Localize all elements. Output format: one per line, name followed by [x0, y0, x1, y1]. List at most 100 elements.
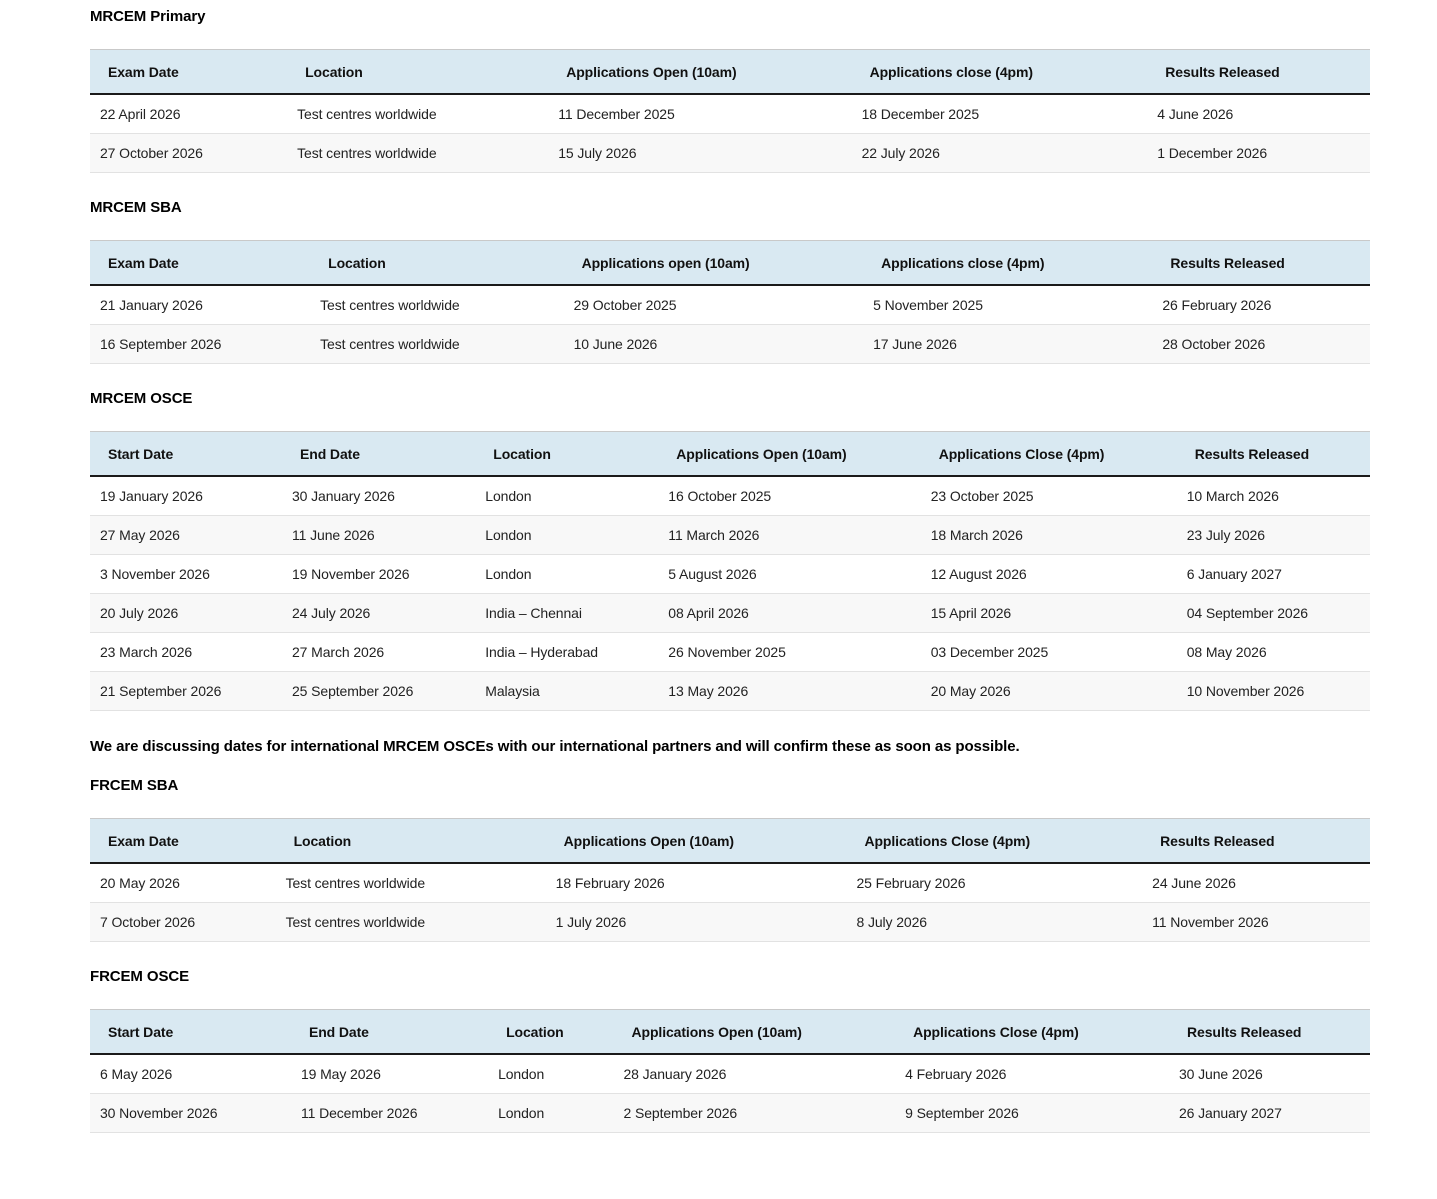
- table-cell: London: [488, 1093, 614, 1133]
- table-row: 27 October 2026 Test centres worldwide 15 …: [90, 133, 1370, 173]
- section-mrcem-sba: MRCEM SBA Exam Date Location Applications …: [90, 199, 1370, 364]
- table-row: 23 March 2026 27 March 2026 India – Hydera…: [90, 632, 1370, 672]
- column-header: Location: [275, 818, 546, 864]
- table-cell: 03 December 2025: [920, 632, 1177, 672]
- table-cell: 4 February 2026: [895, 1054, 1169, 1094]
- table-cell: Test centres worldwide: [275, 902, 546, 942]
- table-cell: 8 July 2026: [846, 902, 1143, 942]
- table-cell: 6 May 2026: [90, 1054, 291, 1094]
- table-row: 21 September 2026 25 September 2026 Malays…: [90, 671, 1370, 711]
- section-title-mrcem-osce: MRCEM OSCE: [90, 390, 193, 407]
- section-mrcem-primary: MRCEM Primary Exam Date Location Applicati…: [90, 8, 1370, 173]
- table-cell: 27 October 2026: [90, 133, 288, 173]
- table-row: 3 November 2026 19 November 2026 London 5 A…: [90, 554, 1370, 594]
- column-header: Applications Open (10am): [613, 1009, 896, 1055]
- column-header: Applications Open (10am): [658, 431, 921, 477]
- table-cell: 28 January 2026: [613, 1054, 896, 1094]
- header-row: Exam Date Location Applications open (10am…: [90, 240, 1370, 286]
- table-cell: 15 April 2026: [920, 593, 1177, 633]
- column-header: End Date: [290, 1009, 489, 1055]
- table-cell: 12 August 2026: [920, 554, 1177, 594]
- table-cell: 25 February 2026: [846, 863, 1143, 903]
- table-cell: London: [475, 554, 659, 594]
- table-cell: 16 September 2026: [90, 324, 311, 364]
- table-cell: Malaysia: [475, 671, 659, 711]
- table-cell: 11 December 2025: [548, 94, 852, 134]
- table-cell: 23 March 2026: [90, 632, 282, 672]
- table-cell: London: [475, 515, 659, 555]
- international-osce-note: We are discussing dates for internationa…: [90, 738, 1020, 755]
- table-cell: 6 January 2027: [1176, 554, 1370, 594]
- table-cell: 17 June 2026: [863, 324, 1153, 364]
- table-cell: 30 January 2026: [282, 476, 476, 516]
- table-cell: 19 May 2026: [290, 1054, 489, 1094]
- table-cell: 29 October 2025: [563, 285, 864, 325]
- table-cell: Test centres worldwide: [287, 94, 549, 134]
- table-cell: 19 January 2026: [90, 476, 282, 516]
- table-cell: 18 March 2026: [920, 515, 1177, 555]
- mrcem-primary-table: Exam Date Location Applications Open (10am…: [90, 49, 1370, 173]
- column-header: Applications Close (4pm): [895, 1009, 1169, 1055]
- table-cell: 27 March 2026: [282, 632, 476, 672]
- column-header: Results Released: [1147, 49, 1370, 95]
- table-cell: 11 March 2026: [658, 515, 921, 555]
- table-cell: London: [475, 476, 659, 516]
- table-row: 20 July 2026 24 July 2026 India – Chennai 0…: [90, 593, 1370, 633]
- table-cell: 10 June 2026: [563, 324, 864, 364]
- table-cell: 22 July 2026: [851, 133, 1148, 173]
- header-row: Exam Date Location Applications Open (10am…: [90, 818, 1370, 864]
- table-row: 27 May 2026 11 June 2026 London 11 March 20…: [90, 515, 1370, 555]
- table-cell: 19 November 2026: [282, 554, 476, 594]
- table-cell: 04 September 2026: [1176, 593, 1370, 633]
- table-cell: 30 November 2026: [90, 1093, 291, 1133]
- table-cell: 7 October 2026: [90, 902, 276, 942]
- table-cell: 25 September 2026: [282, 671, 476, 711]
- table-cell: 11 December 2026: [290, 1093, 489, 1133]
- column-header: Applications close (4pm): [851, 49, 1148, 95]
- table-cell: 26 February 2026: [1152, 285, 1370, 325]
- column-header: Start Date: [90, 431, 282, 477]
- table-cell: 5 August 2026: [658, 554, 921, 594]
- column-header: Exam Date: [90, 49, 288, 95]
- table-cell: 1 July 2026: [545, 902, 847, 942]
- table-cell: 28 October 2026: [1152, 324, 1370, 364]
- table-cell: 11 June 2026: [282, 515, 476, 555]
- table-cell: 4 June 2026: [1147, 94, 1370, 134]
- table-cell: 16 October 2025: [658, 476, 921, 516]
- table-cell: 23 October 2025: [920, 476, 1177, 516]
- column-header: Location: [475, 431, 659, 477]
- table-cell: 11 November 2026: [1142, 902, 1370, 942]
- table-row: 22 April 2026 Test centres worldwide 11 De…: [90, 94, 1370, 134]
- column-header: Results Released: [1142, 818, 1370, 864]
- column-header: Applications close (4pm): [863, 240, 1153, 286]
- table-cell: 20 May 2026: [90, 863, 276, 903]
- table-cell: India – Hyderabad: [475, 632, 659, 672]
- section-title-mrcem-sba: MRCEM SBA: [90, 199, 182, 216]
- table-cell: 18 February 2026: [545, 863, 847, 903]
- column-header: Applications Open (10am): [545, 818, 847, 864]
- table-cell: 15 July 2026: [548, 133, 852, 173]
- frcem-sba-table: Exam Date Location Applications Open (10am…: [90, 818, 1370, 942]
- column-header: Applications Close (4pm): [846, 818, 1143, 864]
- table-cell: 21 September 2026: [90, 671, 282, 711]
- table-row: 7 October 2026 Test centres worldwide 1 Ju…: [90, 902, 1370, 942]
- header-row: Start Date End Date Location Applications O…: [90, 431, 1370, 477]
- table-cell: 9 September 2026: [895, 1093, 1169, 1133]
- table-cell: 30 June 2026: [1169, 1054, 1370, 1094]
- section-title-frcem-sba: FRCEM SBA: [90, 777, 179, 794]
- table-row: 16 September 2026 Test centres worldwide 1…: [90, 324, 1370, 364]
- table-cell: 08 April 2026: [658, 593, 921, 633]
- table-cell: 18 December 2025: [851, 94, 1148, 134]
- section-title-frcem-osce: FRCEM OSCE: [90, 968, 190, 985]
- table-cell: 22 April 2026: [90, 94, 288, 134]
- section-title-mrcem-primary: MRCEM Primary: [90, 8, 206, 25]
- frcem-osce-table: Start Date End Date Location Applications O…: [90, 1009, 1370, 1133]
- column-header: Location: [310, 240, 564, 286]
- table-cell: 5 November 2025: [863, 285, 1153, 325]
- table-cell: Test centres worldwide: [275, 863, 546, 903]
- table-row: 30 November 2026 11 December 2026 London 2 …: [90, 1093, 1370, 1133]
- column-header: Applications Close (4pm): [920, 431, 1177, 477]
- section-mrcem-osce: MRCEM OSCE Start Date End Date Location App…: [90, 390, 1370, 711]
- table-cell: 2 September 2026: [613, 1093, 896, 1133]
- column-header: Start Date: [90, 1009, 291, 1055]
